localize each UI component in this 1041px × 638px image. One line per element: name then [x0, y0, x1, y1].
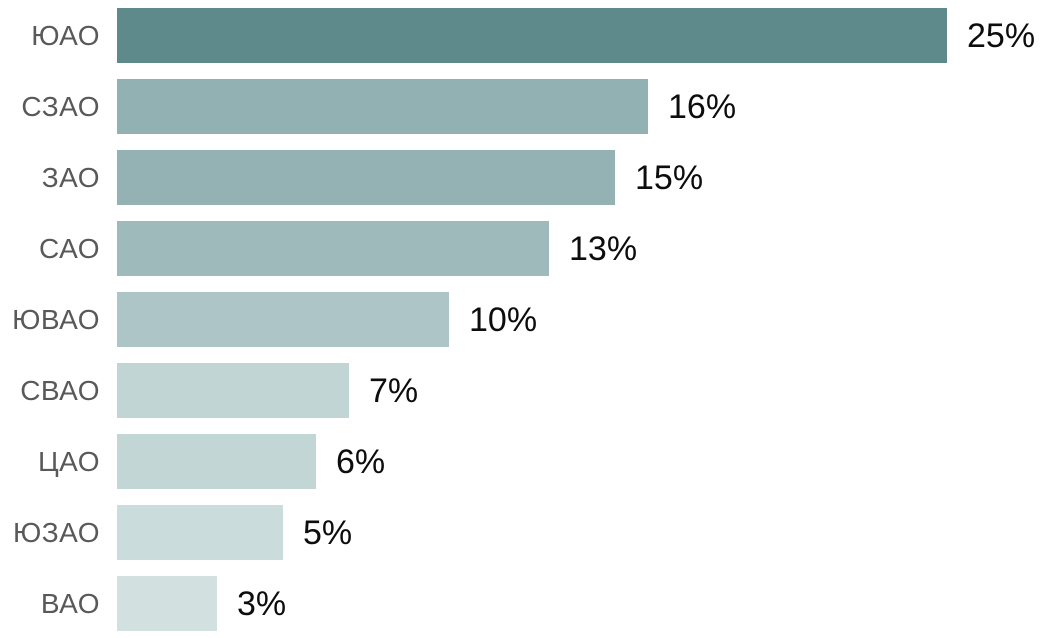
value-label: 10% [469, 300, 538, 339]
value-label: 7% [369, 371, 419, 410]
bar-row: САО 13% [0, 221, 1041, 276]
category-label: САО [39, 232, 100, 264]
category-label: ЗАО [41, 161, 100, 193]
value-label: 13% [569, 229, 638, 268]
bar [117, 505, 283, 560]
bar-row: ЮВАО 10% [0, 292, 1041, 347]
bar [117, 221, 549, 276]
value-label: 5% [303, 513, 353, 552]
bar-row: ВАО 3% [0, 576, 1041, 631]
category-label: СВАО [20, 374, 100, 406]
bar-row: СЗАО 16% [0, 79, 1041, 134]
bar [117, 292, 449, 347]
bar [117, 8, 947, 63]
bar-row: СВАО 7% [0, 363, 1041, 418]
category-label: ЮВАО [12, 303, 100, 335]
category-label: СЗАО [21, 90, 100, 122]
category-label: ВАО [40, 587, 100, 619]
category-label: ЮАО [31, 19, 100, 51]
value-label: 15% [635, 158, 704, 197]
bar [117, 150, 615, 205]
bar-row: ЮЗАО 5% [0, 505, 1041, 560]
bar [117, 576, 217, 631]
bar-row: ЮАО 25% [0, 8, 1041, 63]
bar-row: ЦАО 6% [0, 434, 1041, 489]
bar [117, 434, 316, 489]
value-label: 25% [967, 16, 1036, 55]
bar-row: ЗАО 15% [0, 150, 1041, 205]
category-label: ЮЗАО [12, 516, 100, 548]
bar [117, 79, 648, 134]
value-label: 3% [237, 584, 287, 623]
category-label: ЦАО [37, 445, 100, 477]
value-label: 6% [336, 442, 386, 481]
bar [117, 363, 349, 418]
value-label: 16% [668, 87, 737, 126]
